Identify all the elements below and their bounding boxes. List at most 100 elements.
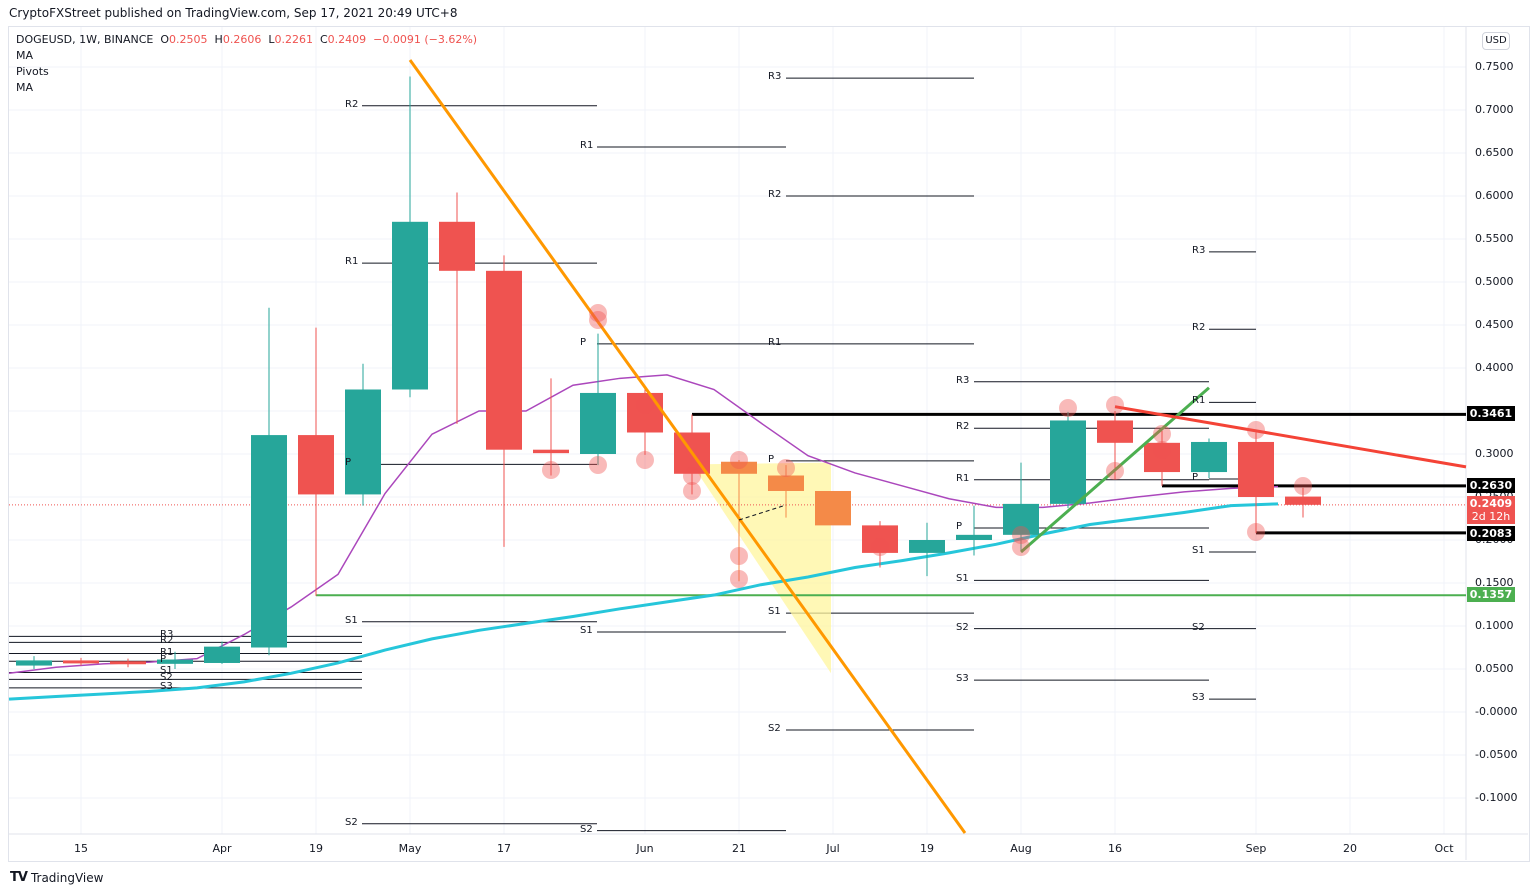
pivot-label-P: P	[956, 520, 963, 532]
pivot-label-S1: S1	[580, 625, 593, 637]
x-axis-tick: Sep	[1245, 842, 1267, 855]
downtrend-line	[408, 59, 967, 834]
pivot-label-R2: R2	[956, 421, 970, 433]
pivot-label-P: P	[768, 453, 775, 465]
pivot-label-S3: S3	[956, 673, 969, 685]
candle-body	[251, 435, 287, 648]
candle-body	[157, 659, 193, 664]
pivot-label-S2: S2	[768, 723, 781, 735]
candle-body	[862, 525, 898, 553]
pivot-marker	[1106, 396, 1124, 414]
current-price-tag: 0.2409 2d 12h	[1467, 495, 1515, 524]
symbol-label[interactable]: DOGEUSD, 1W, BINANCE	[16, 33, 154, 46]
y-axis-tick: 0.0500	[1475, 662, 1514, 675]
pivot-marker	[589, 456, 607, 474]
candle-body	[345, 389, 381, 495]
chart-frame	[8, 26, 1530, 862]
pivot-label-S3: S3	[1192, 692, 1205, 704]
indicator-ma-2[interactable]: MA	[16, 81, 34, 94]
pivot-label-S1: S1	[160, 665, 173, 677]
x-axis-tick: Aug	[1010, 842, 1032, 855]
falling-wedge-highlight	[692, 462, 831, 674]
candle-body	[1191, 441, 1227, 473]
y-axis-tick: 0.6000	[1475, 189, 1514, 202]
y-axis-tick: -0.0000	[1475, 705, 1518, 718]
y-axis-tick: 0.5000	[1475, 275, 1514, 288]
x-axis-tick: 15	[74, 842, 88, 855]
pivot-marker	[683, 482, 701, 500]
high-label: H	[214, 33, 223, 46]
pivot-marker	[730, 451, 748, 469]
footer-brand: TV TradingView	[10, 870, 103, 885]
pivot-label-S2: S2	[345, 816, 358, 828]
candle-body	[721, 461, 757, 474]
candle-body	[1285, 496, 1321, 505]
candle-body	[909, 540, 945, 553]
y-axis-tick: 0.4500	[1475, 318, 1514, 331]
y-axis-tick: 0.4000	[1475, 361, 1514, 374]
pivot-label-P: P	[580, 336, 587, 348]
close-label: C	[319, 33, 328, 46]
pivot-label-S1: S1	[956, 573, 969, 585]
open-label: O	[160, 33, 170, 46]
pivot-label-R1: R1	[1192, 395, 1206, 407]
pivot-label-R1: R1	[345, 256, 359, 268]
pivot-label-R2: R2	[345, 98, 359, 110]
pivot-marker	[589, 304, 607, 322]
candle-body	[439, 221, 475, 271]
pivot-label-S1: S1	[1192, 545, 1205, 557]
pivot-marker	[1106, 462, 1124, 480]
pivot-marker	[1153, 441, 1171, 459]
bar-countdown: 2d 12h	[1471, 509, 1511, 523]
x-axis-tick: Apr	[212, 842, 232, 855]
candle-body	[392, 221, 428, 390]
pivot-marker	[1059, 399, 1077, 417]
pivot-label-S3: S3	[160, 680, 173, 692]
x-axis-tick: 17	[497, 842, 511, 855]
pivot-marker	[1153, 425, 1171, 443]
candle-body	[1238, 441, 1274, 497]
x-axis-tick: Jun	[636, 842, 654, 855]
low-label: L	[268, 33, 275, 46]
pivot-marker	[1247, 421, 1265, 439]
descending-resistance-line	[1114, 405, 1467, 469]
candle-body	[16, 660, 52, 666]
x-axis-tick: May	[398, 842, 422, 855]
pivot-label-S2: S2	[160, 672, 173, 684]
pivot-label-R2: R2	[1192, 322, 1206, 334]
pivot-label-S1: S1	[345, 614, 358, 626]
pivot-label-R1: R1	[768, 336, 782, 348]
indicator-pivots[interactable]: Pivots	[16, 65, 49, 78]
current-price: 0.2409	[1469, 496, 1513, 510]
candle-body	[815, 490, 851, 526]
candle-body	[1050, 420, 1086, 504]
pivot-label-P: P	[1192, 471, 1199, 483]
pivot-label-R3: R3	[160, 629, 174, 641]
candle-body	[1144, 442, 1180, 473]
pivot-marker	[683, 467, 701, 485]
pivot-label-P: P	[160, 654, 167, 666]
candle-body	[298, 435, 334, 495]
x-axis-tick: Oct	[1434, 842, 1454, 855]
x-axis-tick: 19	[920, 842, 934, 855]
candle-body	[768, 475, 804, 491]
pivot-marker	[636, 396, 654, 414]
currency-button[interactable]: USD	[1482, 32, 1510, 50]
x-axis-tick: 19	[309, 842, 323, 855]
pivot-marker	[589, 311, 607, 329]
pivot-marker	[1247, 523, 1265, 541]
indicator-ma-1[interactable]: MA	[16, 49, 34, 62]
candle-body	[580, 392, 616, 454]
x-axis-tick: Jul	[826, 842, 840, 855]
y-axis-tick: 0.7500	[1475, 60, 1514, 73]
pivot-marker	[730, 547, 748, 565]
pivot-marker	[871, 538, 889, 556]
pivot-marker	[777, 459, 795, 477]
close-value: 0.2409	[327, 33, 367, 46]
candle-body	[63, 660, 99, 664]
y-axis-tick: 0.1000	[1475, 619, 1514, 632]
open-value: 0.2505	[169, 33, 208, 46]
brand-name: TradingView	[30, 870, 104, 885]
y-axis-tick: 0.6500	[1475, 146, 1514, 159]
